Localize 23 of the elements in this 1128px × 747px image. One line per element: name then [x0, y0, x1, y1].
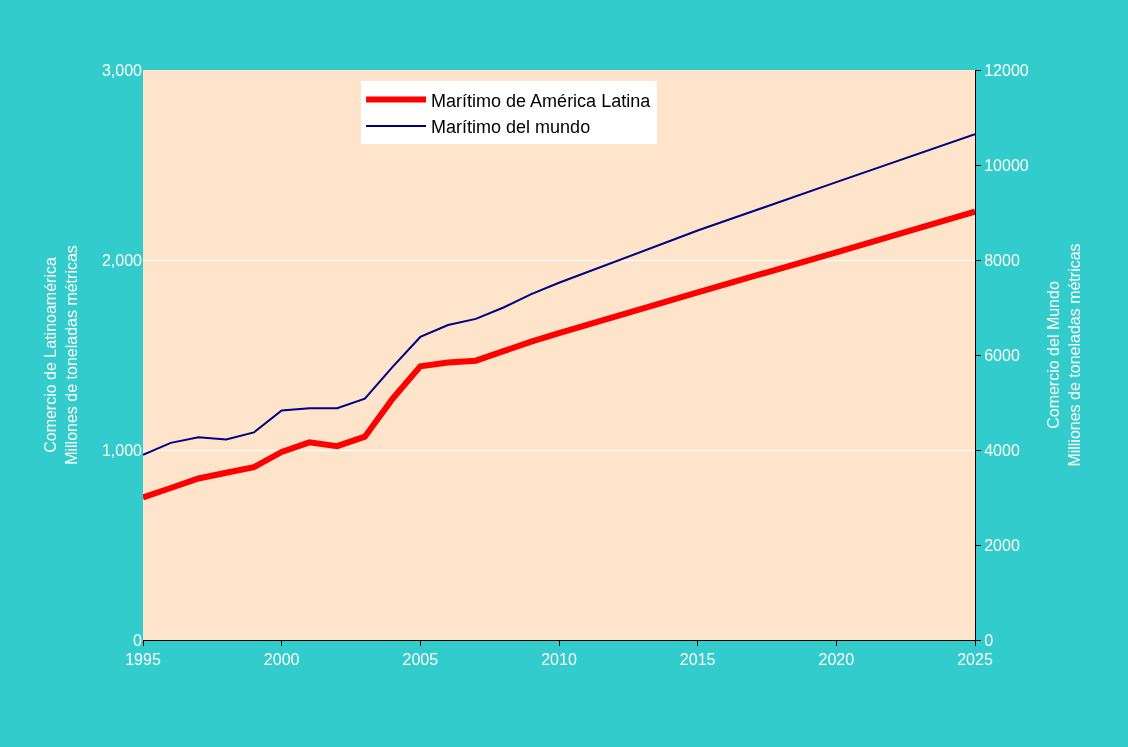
y-tick-label: 1,000: [101, 441, 143, 459]
legend-label: Marítimo de América Latina: [431, 90, 652, 111]
legend-label: Marítimo del mundo: [431, 117, 591, 138]
y-tick-label: 3,000: [101, 61, 143, 79]
x-tick-label: 2020: [818, 651, 855, 669]
y2-tick-label: 8000: [984, 251, 1020, 269]
y2-tick-label: 2000: [984, 536, 1020, 554]
y-axis-title: Comercio de Latinoamérica Millones de toneladas métricas: [42, 245, 80, 465]
y2-axis-title: Comercio del Mundo Milliones de toneladas métricas: [1045, 243, 1084, 467]
x-tick-label: 2025: [957, 651, 993, 669]
y2-tick-label: 4000: [984, 441, 1020, 459]
y-tick-label: 0: [133, 631, 143, 649]
y2-tick-label: 0: [984, 631, 994, 649]
y2-tick-label: 6000: [984, 346, 1020, 364]
line-series: [143, 133, 975, 456]
x-tick-label: 2010: [541, 651, 577, 669]
x-tick-label: 1995: [125, 651, 161, 669]
y2-tick-label: 10000: [984, 156, 1029, 174]
x-tick-label: 2005: [402, 651, 439, 669]
x-tick-label: 2015: [679, 651, 716, 669]
y2-tick-label: 12000: [984, 61, 1029, 79]
x-tick-label: 2000: [263, 651, 300, 669]
y-tick-label: 2,000: [101, 251, 143, 269]
